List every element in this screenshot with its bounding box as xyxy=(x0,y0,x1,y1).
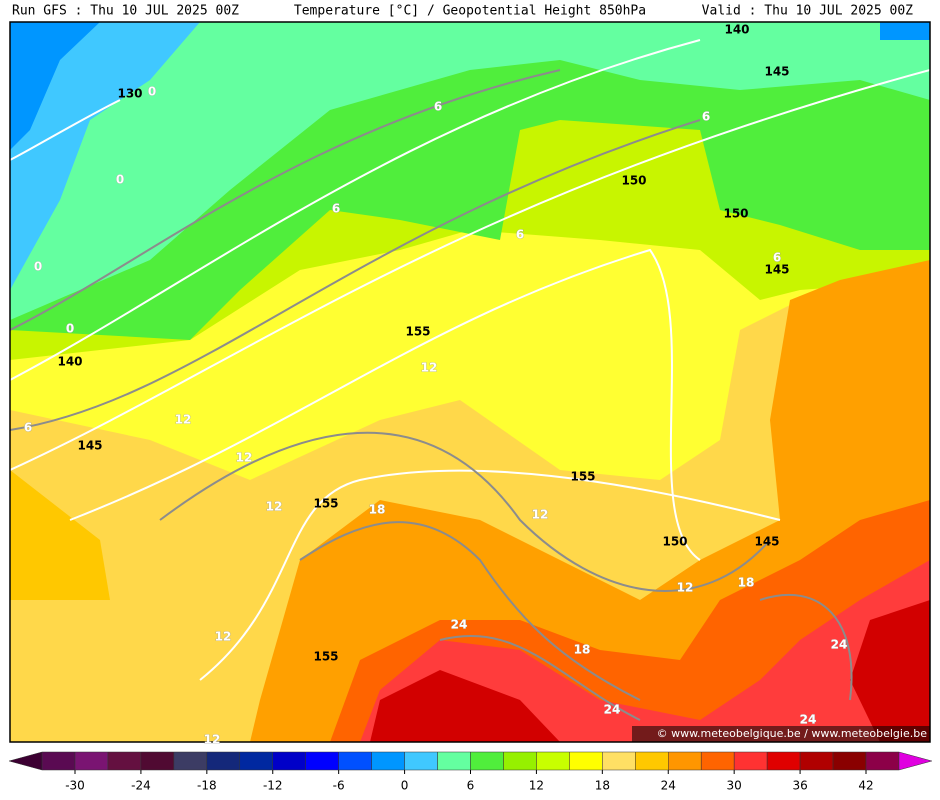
colorbar-segment xyxy=(635,751,669,771)
temperature-label: 12 xyxy=(175,413,192,427)
height-label: 155 xyxy=(313,650,338,664)
temperature-label: 24 xyxy=(604,703,621,717)
temperature-label: 6 xyxy=(702,110,710,124)
temperature-label: 6 xyxy=(516,228,524,242)
height-label: 145 xyxy=(77,439,102,453)
temperature-label: 12 xyxy=(204,733,221,747)
colorbar-segment xyxy=(700,751,735,771)
colorbar-tick-label: -18 xyxy=(197,779,217,793)
height-label: 145 xyxy=(754,535,779,549)
temperature-label: 6 xyxy=(332,202,340,216)
temperature-label: 18 xyxy=(738,576,755,590)
colorbar-segment xyxy=(140,751,175,771)
colorbar-tick-label: 42 xyxy=(858,779,873,793)
height-label: 140 xyxy=(57,355,82,369)
colorbar-segment xyxy=(898,751,933,771)
colorbar-segment xyxy=(569,751,603,771)
run-label: Run GFS : Thu 10 JUL 2025 00Z xyxy=(12,4,239,19)
colorbar-tick-label: -24 xyxy=(131,779,151,793)
colorbar-segment xyxy=(404,751,438,771)
height-label: 145 xyxy=(764,65,789,79)
map-field: © www.meteobelgique.be / www.meteobelgie… xyxy=(9,21,931,743)
colorbar-tick-label: -6 xyxy=(333,779,345,793)
colorbar-tick-label: 36 xyxy=(792,779,807,793)
temperature-label: 12 xyxy=(677,581,694,595)
temperature-label: 24 xyxy=(831,638,848,652)
colorbar-tick-label: -30 xyxy=(65,779,85,793)
colorbar-segment xyxy=(536,751,570,771)
map-title: Temperature [°C] / Geopotential Height 8… xyxy=(294,4,646,19)
colorbar-segment xyxy=(338,751,372,771)
colorbar-segment xyxy=(437,751,471,771)
height-label: 150 xyxy=(723,207,748,221)
colorbar-tick-label: 24 xyxy=(661,779,676,793)
temperature-label: 12 xyxy=(236,451,253,465)
credit: © www.meteobelgique.be / www.meteobelgie… xyxy=(657,727,928,740)
colorbar-segment xyxy=(173,751,208,771)
height-label: 155 xyxy=(405,325,430,339)
temperature-label: 6 xyxy=(434,100,442,114)
valid-label: Valid : Thu 10 JUL 2025 00Z xyxy=(702,4,913,19)
colorbar-tick-label: 30 xyxy=(727,779,742,793)
colorbar-segment xyxy=(799,751,834,771)
height-label: 155 xyxy=(313,497,338,511)
temperature-label: 12 xyxy=(532,508,549,522)
colorbar-segment xyxy=(107,751,142,771)
height-label: 130 xyxy=(117,87,142,101)
colorbar-segment xyxy=(206,751,241,771)
colorbar-segment xyxy=(371,751,405,771)
colorbar-segment xyxy=(733,751,768,771)
temperature-label: 6 xyxy=(773,251,781,265)
colorbar-segment xyxy=(668,751,702,771)
colorbar: -30 -24 -18 -12 -6 0 6 12 18 24 30 36 42 xyxy=(8,751,933,793)
temperature-label: 6 xyxy=(24,421,32,435)
temperature-label: 24 xyxy=(451,618,468,632)
height-label: 140 xyxy=(724,23,749,37)
colorbar-tick-label: -12 xyxy=(263,779,283,793)
colorbar-segment xyxy=(272,751,306,771)
temperature-label: 12 xyxy=(421,361,438,375)
colorbar-segment xyxy=(239,751,273,771)
temperature-label: 0 xyxy=(148,85,156,99)
height-label: 145 xyxy=(764,263,789,277)
colorbar-tick-label: 6 xyxy=(467,779,475,793)
height-label: 155 xyxy=(570,470,595,484)
temperature-label: 18 xyxy=(369,503,386,517)
colorbar-segment xyxy=(305,751,339,771)
colorbar-segment xyxy=(766,751,801,771)
colorbar-segment xyxy=(41,751,76,771)
temperature-label: 0 xyxy=(116,173,124,187)
height-label: 150 xyxy=(662,535,687,549)
colorbar-tick-label: 0 xyxy=(401,779,409,793)
colorbar-segment xyxy=(8,751,43,771)
colorbar-tick-label: 12 xyxy=(529,779,544,793)
temperature-label: 0 xyxy=(34,260,42,274)
contour-labels: 140 145 130 150 150 145 155 140 145 155 155 150 145 1… xyxy=(24,23,848,747)
colorbar-segment xyxy=(602,751,636,771)
temperature-label: 0 xyxy=(66,322,74,336)
temperature-label: 24 xyxy=(800,713,817,727)
colorbar-segment xyxy=(470,751,504,771)
temperature-label: 12 xyxy=(266,500,283,514)
temperature-label: 18 xyxy=(574,643,591,657)
colorbar-segment xyxy=(74,751,109,771)
colorbar-segment xyxy=(865,751,900,771)
height-label: 150 xyxy=(621,174,646,188)
colorbar-segment xyxy=(832,751,867,771)
colorbar-tick-label: 18 xyxy=(595,779,610,793)
temperature-label: 12 xyxy=(215,630,232,644)
colorbar-segment xyxy=(503,751,537,771)
